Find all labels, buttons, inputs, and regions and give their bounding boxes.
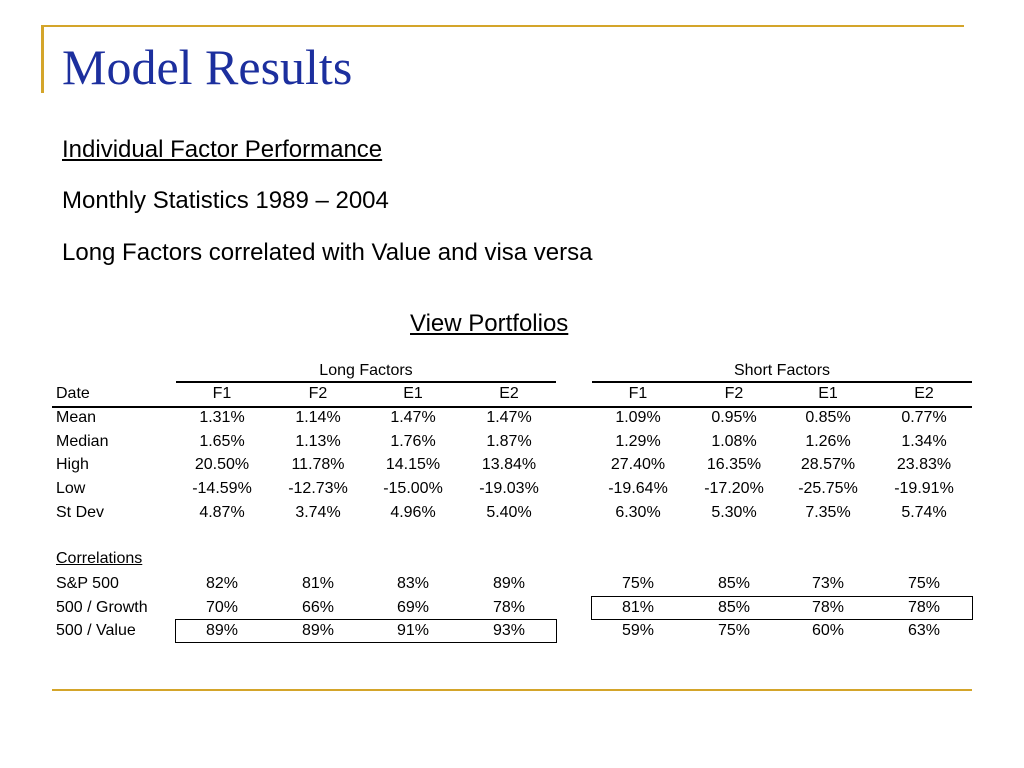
table-cell: 1.87% (486, 433, 532, 450)
table-cell: -19.91% (894, 480, 954, 497)
table-cell: 81% (621, 599, 655, 616)
header-rule (52, 406, 972, 408)
row-label: Median (56, 433, 109, 450)
table-cell: 13.84% (481, 456, 537, 473)
table-cell: 1.47% (390, 409, 436, 426)
table-cell: 73% (811, 575, 845, 592)
table-cell: 4.96% (390, 504, 436, 521)
table-cell: 1.14% (295, 409, 341, 426)
table-cell: 14.15% (385, 456, 441, 473)
table-cell: 4.87% (199, 504, 245, 521)
table-cell: -15.00% (383, 480, 443, 497)
table-cell: 78% (811, 599, 845, 616)
table-cell: -25.75% (798, 480, 858, 497)
bullet-factor-performance: Individual Factor Performance (62, 136, 383, 163)
column-header-short-4: E2 (914, 385, 934, 402)
table-cell: 1.29% (615, 433, 661, 450)
table-cell: 89% (205, 622, 239, 639)
table-cell: 1.47% (486, 409, 532, 426)
table-cell: -14.59% (192, 480, 252, 497)
table-cell: 7.35% (805, 504, 851, 521)
table-cell: 23.83% (896, 456, 952, 473)
correlations-label: Correlations (56, 550, 143, 567)
table-cell: 6.30% (615, 504, 661, 521)
group-header-long-factors: Long Factors (319, 362, 413, 379)
table-cell: 81% (301, 575, 335, 592)
table-cell: 0.95% (711, 409, 757, 426)
table-cell: 93% (492, 622, 526, 639)
frame-bottom-rule (52, 689, 972, 691)
highlight-box-long-value (175, 619, 557, 643)
correlation-row-label: S&P 500 (56, 575, 119, 592)
table-cell: 1.65% (199, 433, 245, 450)
group-header-short-factors: Short Factors (733, 362, 831, 379)
column-header-short-2: F2 (724, 385, 744, 402)
correlation-row-label: 500 / Growth (56, 599, 148, 616)
table-cell: 28.57% (800, 456, 856, 473)
table-cell: 75% (907, 575, 941, 592)
bullet-correlation-note: Long Factors correlated with Value and v… (62, 239, 593, 266)
table-cell: 5.40% (486, 504, 532, 521)
frame-vertical-accent (41, 25, 44, 93)
table-cell: 89% (492, 575, 526, 592)
table-cell: 1.76% (390, 433, 436, 450)
table-cell: 1.34% (901, 433, 947, 450)
table-cell: 20.50% (194, 456, 250, 473)
row-label: Mean (56, 409, 97, 426)
table-cell: 85% (717, 575, 751, 592)
table-cell: 78% (492, 599, 526, 616)
table-cell: 5.74% (901, 504, 947, 521)
long-factors-underline (176, 381, 556, 383)
table-cell: 70% (205, 599, 239, 616)
table-cell: 83% (396, 575, 430, 592)
slide-title: Model Results (62, 39, 353, 95)
table-cell: 63% (907, 622, 941, 639)
table-cell: 91% (396, 622, 430, 639)
table-cell: 1.13% (295, 433, 341, 450)
table-cell: 1.31% (199, 409, 245, 426)
column-header-long-3: E1 (403, 385, 423, 402)
table-cell: 1.26% (805, 433, 851, 450)
column-header-short-1: F1 (628, 385, 648, 402)
table-cell: 75% (717, 622, 751, 639)
table-cell: 69% (396, 599, 430, 616)
table-cell: -19.03% (479, 480, 539, 497)
row-label: Low (56, 480, 86, 497)
column-header-long-4: E2 (499, 385, 519, 402)
table-cell: 59% (621, 622, 655, 639)
table-cell: -19.64% (608, 480, 668, 497)
row-label: High (56, 456, 89, 473)
table-cell: 85% (717, 599, 751, 616)
view-portfolios-link[interactable]: View Portfolios (410, 310, 569, 337)
frame-top-rule (41, 25, 964, 27)
table-cell: 89% (301, 622, 335, 639)
table-cell: 60% (811, 622, 845, 639)
row-label: St Dev (56, 504, 105, 521)
correlation-row-label: 500 / Value (56, 622, 136, 639)
table-cell: 82% (205, 575, 239, 592)
table-cell: 11.78% (291, 456, 345, 473)
table-cell: 78% (907, 599, 941, 616)
table-cell: 75% (621, 575, 655, 592)
table-cell: 27.40% (610, 456, 666, 473)
table-cell: 5.30% (711, 504, 757, 521)
bullet-monthly-statistics: Monthly Statistics 1989 – 2004 (62, 187, 389, 214)
table-cell: 3.74% (295, 504, 341, 521)
column-header-long-1: F1 (212, 385, 232, 402)
short-factors-underline (592, 381, 972, 383)
column-header-short-3: E1 (818, 385, 838, 402)
table-cell: -12.73% (288, 480, 348, 497)
table-cell: 1.09% (615, 409, 661, 426)
column-header-long-2: F2 (308, 385, 328, 402)
highlight-box-short-growth (591, 596, 973, 620)
table-cell: 0.85% (805, 409, 851, 426)
table-cell: 66% (301, 599, 335, 616)
table-cell: 1.08% (711, 433, 757, 450)
table-cell: 16.35% (706, 456, 762, 473)
table-cell: -17.20% (704, 480, 764, 497)
table-cell: 0.77% (901, 409, 947, 426)
row-header-date: Date (56, 385, 90, 402)
